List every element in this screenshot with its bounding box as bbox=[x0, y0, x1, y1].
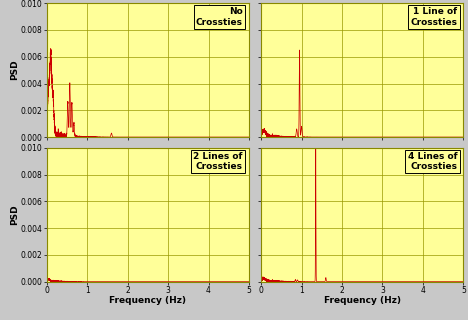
Text: 4 Lines of
Crossties: 4 Lines of Crossties bbox=[408, 152, 457, 171]
Y-axis label: PSD: PSD bbox=[10, 60, 19, 80]
X-axis label: Frequency (Hz): Frequency (Hz) bbox=[324, 296, 401, 305]
Text: No
Crossties: No Crossties bbox=[196, 7, 243, 27]
Text: 2 Lines of
Crossties: 2 Lines of Crossties bbox=[193, 152, 243, 171]
X-axis label: Frequency (Hz): Frequency (Hz) bbox=[110, 296, 186, 305]
Text: 1 Line of
Crossties: 1 Line of Crossties bbox=[410, 7, 457, 27]
Y-axis label: PSD: PSD bbox=[10, 204, 19, 225]
